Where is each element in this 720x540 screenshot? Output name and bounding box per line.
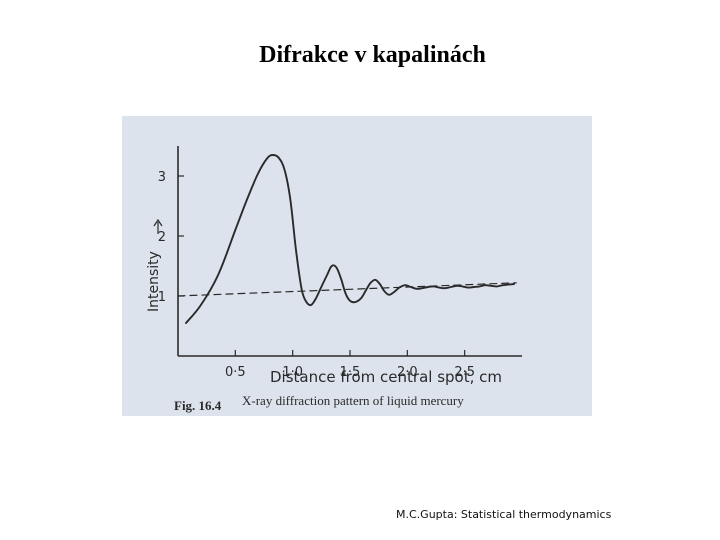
slide-footer: M.C.Gupta: Statistical thermodynamics [396,508,612,521]
x-tick-label: 2·5 [454,365,475,380]
x-tick-label: 1·0 [282,365,303,380]
series-layer [177,154,517,324]
series-line-baseline [177,282,517,297]
x-tick-label: 1·5 [340,365,361,380]
y-axis-arrow [153,218,163,234]
figure-caption-label: Fig. 16.4 [174,398,222,413]
y-tick-label: 3 [158,170,166,185]
x-axis-label: Distance from central spot, cm [270,368,502,386]
y-tick-label: 2 [158,230,166,245]
y-axis-label: Intensity [146,251,162,312]
diffraction-chart: 1 2 3 0·5 1·0 1·5 2·0 2·5 Distance from central… [146,146,522,413]
scanned-figure: 1 2 3 0·5 1·0 1·5 2·0 2·5 Distance from central… [122,116,592,416]
labels: Distance from central spot, cm Intensity… [146,251,502,413]
axes: 1 2 3 0·5 1·0 1·5 2·0 2·5 [153,146,522,380]
series-line-intensity [185,154,515,324]
y-tick-label: 1 [158,290,166,305]
slide-title: Difrakce v kapalinách [259,42,486,68]
x-tick-label: 0·5 [225,365,246,380]
x-tick-label: 2·0 [397,365,418,380]
figure-caption-text: X-ray diffraction pattern of liquid merc… [242,393,464,408]
